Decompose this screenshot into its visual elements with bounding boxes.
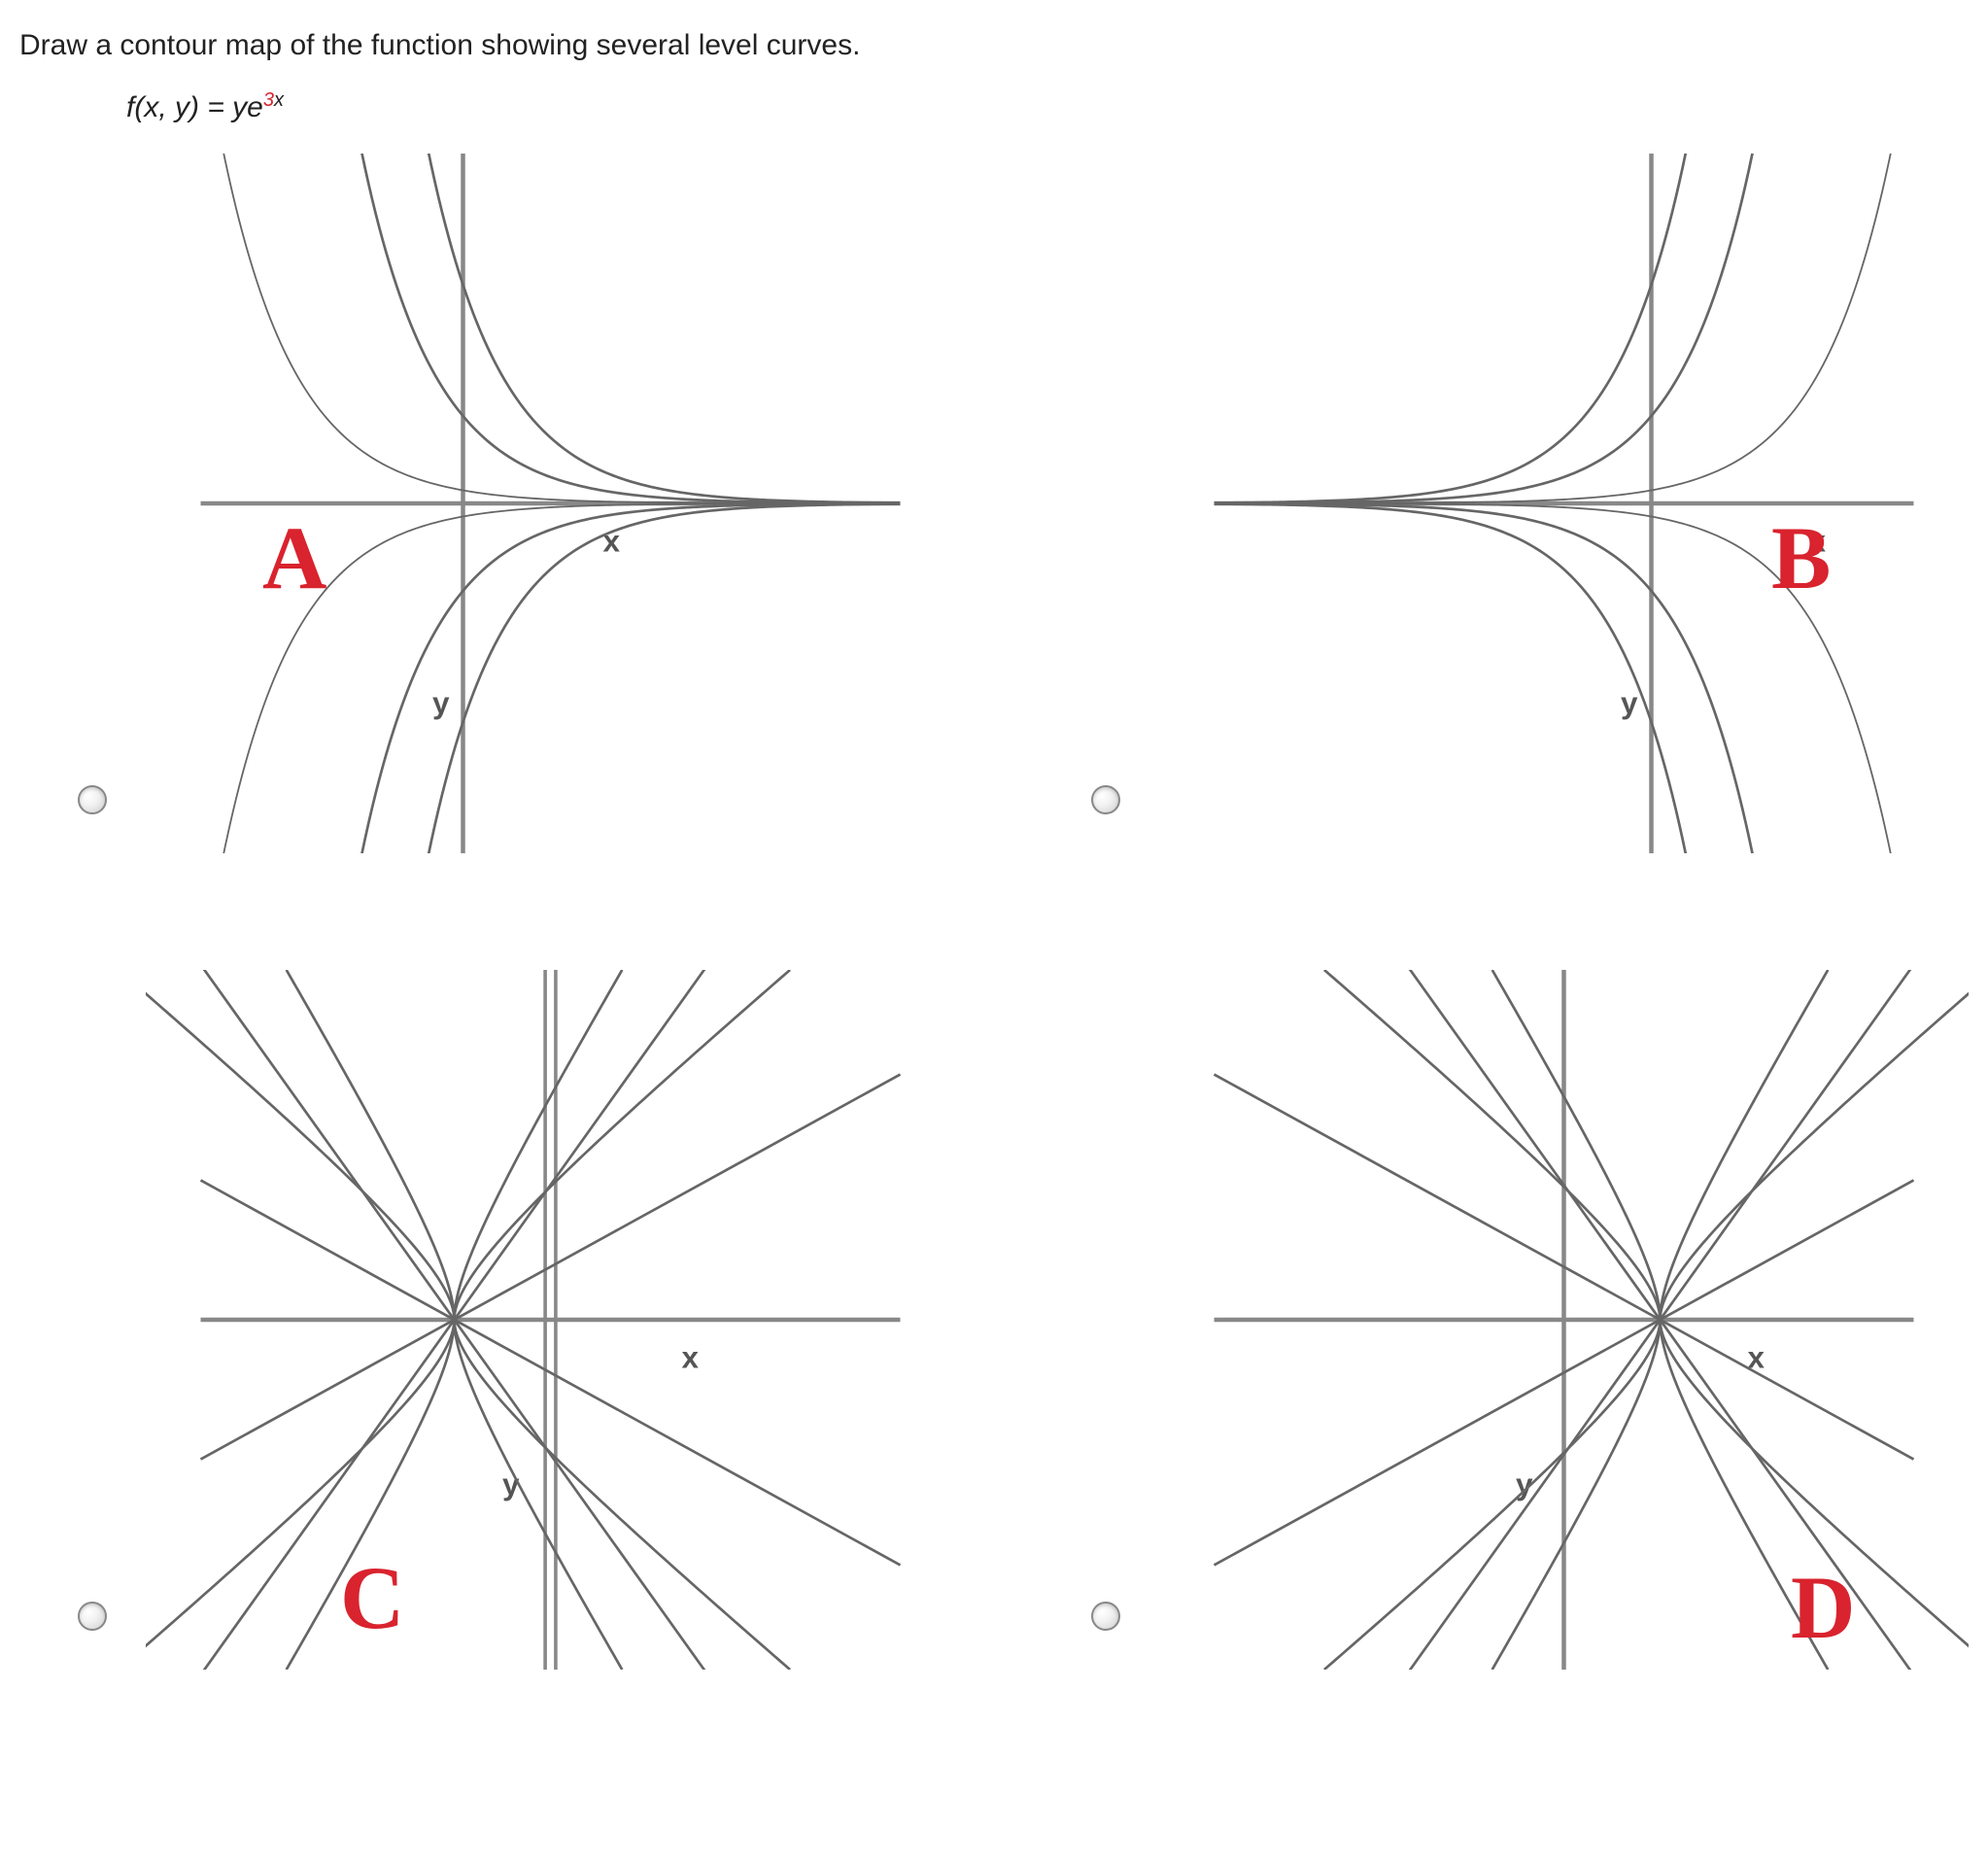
option-label-C: C <box>340 1553 404 1642</box>
option-label-D: D <box>1791 1563 1855 1652</box>
plot-C: yx <box>146 970 955 1670</box>
plot-svg-B: yx <box>1159 154 1969 853</box>
svg-text:y: y <box>1621 685 1638 720</box>
radio-A[interactable] <box>78 785 107 814</box>
option-A[interactable]: yx A <box>19 154 955 853</box>
option-C[interactable]: yx C <box>19 970 955 1670</box>
plot-A: yx <box>146 154 955 853</box>
plot-B: yx <box>1159 154 1969 853</box>
option-label-B: B <box>1771 513 1831 603</box>
option-B[interactable]: yx B <box>1033 154 1969 853</box>
equation-exp-var: x <box>274 89 284 111</box>
svg-text:y: y <box>432 685 450 720</box>
options-grid: yx A yx B yx C yx D <box>19 154 1969 1670</box>
radio-B[interactable] <box>1091 785 1120 814</box>
svg-text:x: x <box>682 1340 700 1375</box>
plot-svg-C: yx <box>146 970 955 1670</box>
question-prompt: Draw a contour map of the function showi… <box>19 29 1969 62</box>
function-equation: f(x, y) = ye3x <box>126 89 1969 124</box>
radio-D[interactable] <box>1091 1602 1120 1631</box>
equation-lhs: f(x, y) = ye <box>126 91 263 123</box>
page-root: Draw a contour map of the function showi… <box>0 0 1988 1708</box>
option-label-A: A <box>262 513 326 603</box>
plot-svg-A: yx <box>146 154 955 853</box>
option-D[interactable]: yx D <box>1033 970 1969 1670</box>
equation-exp-coef: 3 <box>263 89 274 111</box>
radio-C[interactable] <box>78 1602 107 1631</box>
